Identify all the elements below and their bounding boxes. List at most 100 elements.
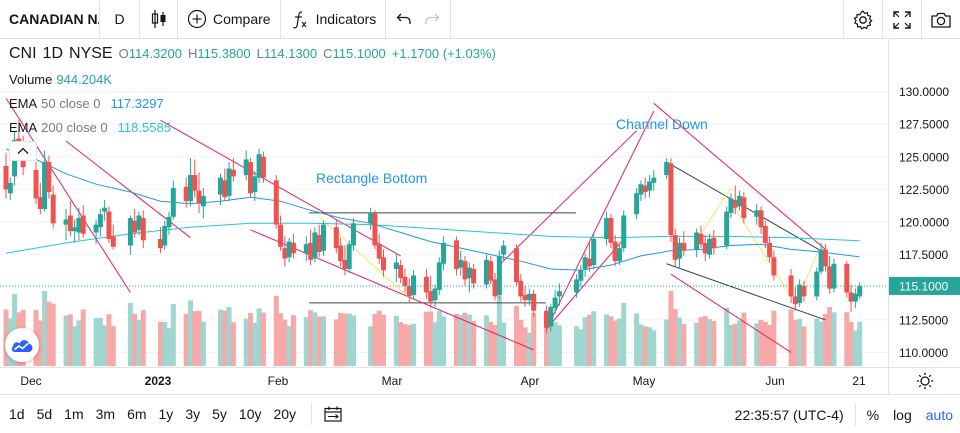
time-axis[interactable]: Dec 2023 Feb Mar Apr May Jun 21 — [0, 367, 888, 394]
candle-body — [604, 218, 610, 239]
ema200-value: 118.5585 — [117, 119, 171, 135]
volume-bar — [346, 313, 352, 366]
rectangle-bottom-annotation[interactable]: Rectangle Bottom — [316, 170, 427, 186]
candle — [222, 168, 228, 202]
candle-body — [526, 293, 532, 301]
range-10y[interactable]: 10y — [238, 406, 262, 422]
volume-bar — [612, 320, 618, 366]
interval-button[interactable]: D — [100, 0, 140, 39]
axis-settings-button[interactable] — [888, 367, 960, 394]
candle — [762, 220, 768, 249]
price-tick-label: 112.5000 — [899, 313, 948, 327]
symbol-search-button[interactable]: CANADIAN NATIONAL RAILWAY CO — [0, 0, 100, 39]
legend-volume[interactable]: Volume 944.204K — [9, 67, 496, 91]
volume-bar — [333, 319, 339, 366]
volume-bar — [831, 312, 837, 366]
symbol-name: CANADIAN NATIONAL RAILWAY CO — [9, 11, 99, 27]
clock-timezone[interactable]: 22:35:57 (UTC-4) — [734, 406, 844, 423]
indicators-button[interactable]: Indicators — [281, 0, 387, 39]
range-20y[interactable]: 20y — [273, 406, 297, 422]
candle — [290, 233, 296, 259]
range-1y[interactable]: 1y — [158, 406, 174, 422]
price-tick-label: 125.0000 — [899, 150, 949, 164]
candle-body — [423, 276, 429, 293]
legend-ema50[interactable]: EMA 50 close 0 117.3297 — [9, 91, 496, 115]
time-axis-labels: Dec 2023 Feb Mar Apr May Jun 21 — [20, 374, 866, 388]
volume-bar — [110, 326, 116, 366]
volume-bar — [338, 312, 344, 366]
range-3y[interactable]: 3y — [185, 406, 201, 422]
range-5d[interactable]: 5d — [36, 406, 53, 422]
volume-bar — [192, 311, 198, 366]
volume-bar — [466, 314, 472, 366]
range-6m[interactable]: 6m — [127, 406, 147, 422]
legend-main-series[interactable]: CNI 1D NYSE O114.3200 H115.3800 L114.130… — [9, 45, 496, 67]
interval-label: D — [114, 11, 125, 27]
candle — [393, 253, 399, 283]
candle-body — [492, 279, 498, 297]
price-scale[interactable]: 130.0000 127.5000 125.0000 122.5000 120.0000… — [888, 39, 960, 367]
candle-body — [694, 232, 700, 250]
candle-body — [646, 181, 652, 191]
candle — [737, 190, 743, 211]
volume-bar — [513, 305, 519, 366]
candle-body — [471, 268, 477, 284]
volume-bar — [797, 318, 803, 366]
volume-bar — [200, 321, 206, 366]
channel-line — [670, 273, 792, 353]
range-1m[interactable]: 1m — [64, 406, 84, 422]
legend-collapse-button[interactable] — [9, 141, 37, 161]
chart-style-button[interactable] — [140, 0, 178, 39]
date-range-button[interactable] — [320, 406, 346, 422]
percent-scale-toggle[interactable]: % — [866, 406, 880, 423]
volume-bar — [646, 327, 652, 366]
candle-body — [724, 211, 730, 246]
volume-bar — [552, 322, 558, 366]
volume-bar — [196, 310, 202, 366]
volume-label: Volume — [9, 71, 53, 87]
legend-ema200[interactable]: EMA 200 close 0 118.5585 — [9, 115, 496, 139]
candle-body — [797, 284, 803, 303]
candle-body — [651, 177, 657, 183]
candle — [76, 207, 82, 241]
candle-body — [544, 310, 550, 328]
volume-bar — [230, 322, 236, 366]
candle — [308, 229, 314, 266]
range-3m[interactable]: 3m — [95, 406, 116, 422]
legend-interval: 1D — [42, 45, 64, 62]
channel-down-line — [666, 263, 826, 321]
candle — [754, 203, 760, 225]
volume-bar — [132, 313, 138, 366]
auto-scale-toggle[interactable]: auto — [925, 406, 953, 423]
candle — [273, 175, 279, 229]
candle — [436, 257, 442, 296]
candle-body — [792, 296, 798, 305]
candle-body — [398, 265, 404, 279]
volume-bar — [252, 322, 258, 366]
compare-button[interactable]: Compare — [178, 0, 281, 39]
range-5y[interactable]: 5y — [212, 406, 227, 422]
volume-bar — [844, 312, 850, 366]
undo-icon[interactable] — [396, 12, 412, 26]
volume-bar — [316, 316, 322, 366]
redo-icon[interactable] — [424, 12, 440, 26]
log-scale-toggle[interactable]: log — [893, 406, 912, 423]
channel-line — [250, 229, 534, 351]
fullscreen-button[interactable] — [883, 0, 921, 39]
candle-body — [93, 224, 99, 233]
candle-body — [483, 259, 489, 285]
candle — [230, 158, 236, 182]
high-label: H — [187, 46, 198, 61]
snapshot-button[interactable] — [922, 0, 960, 39]
candle — [698, 225, 704, 249]
toolbar-divider — [843, 0, 844, 39]
settings-button[interactable] — [844, 0, 882, 39]
candle-body — [226, 168, 232, 196]
channel-down-annotation[interactable]: Channel Down — [616, 116, 708, 132]
tradingview-logo-button[interactable] — [5, 328, 39, 362]
price-chart[interactable]: Rectangle Bottom Channel Down — [0, 39, 960, 367]
candle-body — [37, 197, 43, 209]
candle — [333, 219, 339, 254]
range-1d[interactable]: 1d — [9, 406, 25, 422]
volume-bar — [801, 326, 807, 366]
